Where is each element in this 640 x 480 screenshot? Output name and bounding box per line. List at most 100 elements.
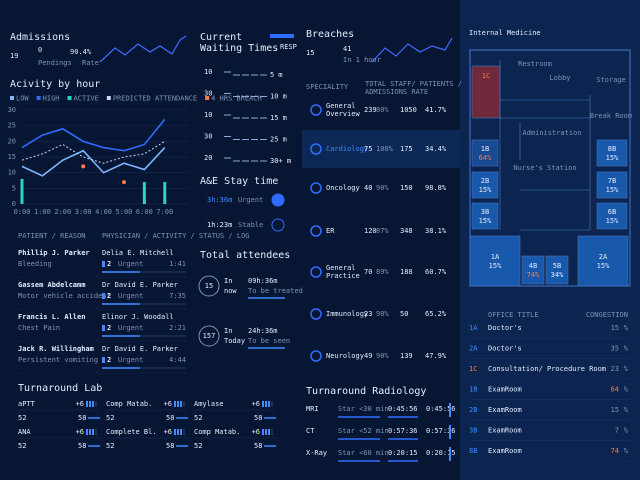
lab-bar [89,429,91,435]
wait-value: 20 [204,154,212,162]
x-tick-label: 5:00 [116,208,133,216]
time: 0:57:36 [388,427,418,435]
room-label: 2A [599,253,608,261]
stay-status: Urgent [238,196,263,204]
stay-icon [271,193,285,207]
lab-value: 58 [78,442,86,450]
header: CONGESTION [586,311,628,319]
count-ring [198,275,220,297]
y-tick-label: 5 [12,184,16,192]
office-title: ExamRoom [488,406,522,414]
lab-value: 58 [254,414,262,422]
speciality: General [326,264,356,272]
target: Star <30 min [338,405,389,413]
activity: 2 [107,260,111,268]
office-code: 2B [469,406,477,414]
lab-bar [92,401,94,407]
x-tick-label: 2:00 [54,208,71,216]
stay-status: Stable [238,221,263,229]
section-title: Current [200,32,242,43]
lab-bar [265,429,267,435]
patients: 188 [400,268,413,276]
y-tick-label: 15 [8,153,16,161]
unit: % [624,386,629,394]
target: Star <52 min [338,427,389,435]
resp: RESP [280,43,297,51]
room-pct: 74% [527,271,540,279]
lab-bar [271,401,273,407]
y-tick-label: 10 [8,169,16,177]
room-label: 3B [481,208,489,216]
lab-value: 58 [78,414,86,422]
congestion: 7 [615,427,619,435]
y-tick-label: 25 [8,122,16,130]
staff: 75 [364,145,372,153]
log: 7:35 [169,292,186,300]
count: 157 [203,332,216,340]
lab-bar [268,401,270,407]
office-title: Doctor's [488,324,522,332]
room-label: Restroom [518,60,552,68]
count-sup: 0 [38,46,42,54]
room [471,202,499,230]
ring [310,182,322,194]
count-label: In [224,327,232,335]
x-tick-label: 4:00 [95,208,112,216]
rate: 98.8% [425,184,447,192]
patient-name: Francis L. Allen [18,313,85,321]
speciality: Neurology [326,352,364,360]
lab-bar [262,401,264,407]
active-bar [20,178,24,204]
status: Urgent [118,324,143,332]
rate: 47.9% [425,352,447,360]
rate: 41.7% [425,106,447,114]
wait-label: 15 m [270,114,287,122]
lab-bar [86,429,88,435]
activity: 2 [107,356,111,364]
count: 19 [10,52,18,60]
room-label: 1B [481,145,489,153]
congestion: 74 [611,447,619,455]
staff-pct: 80% [376,106,389,114]
patient-name: Jack R. Willingham [18,345,94,353]
x-tick-label: 6:00 [136,208,153,216]
count-label: now [224,287,237,295]
lab-bar [177,401,179,407]
label: Pendings [38,59,72,67]
lab-bar [265,401,267,407]
speciality: Immunology [326,310,368,318]
lab-bar [268,429,270,435]
staff-pct: 89% [376,268,389,276]
legend-swatch [10,96,14,100]
series-line [21,147,166,177]
room-pct: 15% [489,262,502,270]
speciality: Practice [326,272,360,280]
modality: CT [306,427,315,435]
note: To be seen [248,337,290,345]
wait-value: 30 [204,133,212,141]
lab-name: aPTT [18,400,36,408]
physician: Dr David E. Parker [102,345,178,353]
rate: 90.4% [70,48,92,56]
stay-time: 1h:23m [207,221,232,229]
x-tick-label: 1:00 [34,208,51,216]
lab-bar [95,401,97,407]
staff-pct: 100% [376,145,394,153]
series-line [21,140,166,164]
staff-pct: 87% [376,227,389,235]
floor-plan [469,49,631,287]
room [596,202,628,230]
breach-dot [81,164,86,169]
unit: % [624,427,629,435]
row-highlight [302,130,460,168]
congestion: 15 [611,324,619,332]
room-label: Storage [596,76,626,84]
patient-name: Gassem Abdelcamm [18,281,85,289]
lab-bar [177,429,179,435]
lab-bar [271,429,273,435]
activity-icon [102,293,105,299]
lab-delta: +6 [252,400,260,408]
legend-label: ACTIVE [74,95,99,103]
unit: % [624,365,629,373]
resp-bar [270,34,294,38]
